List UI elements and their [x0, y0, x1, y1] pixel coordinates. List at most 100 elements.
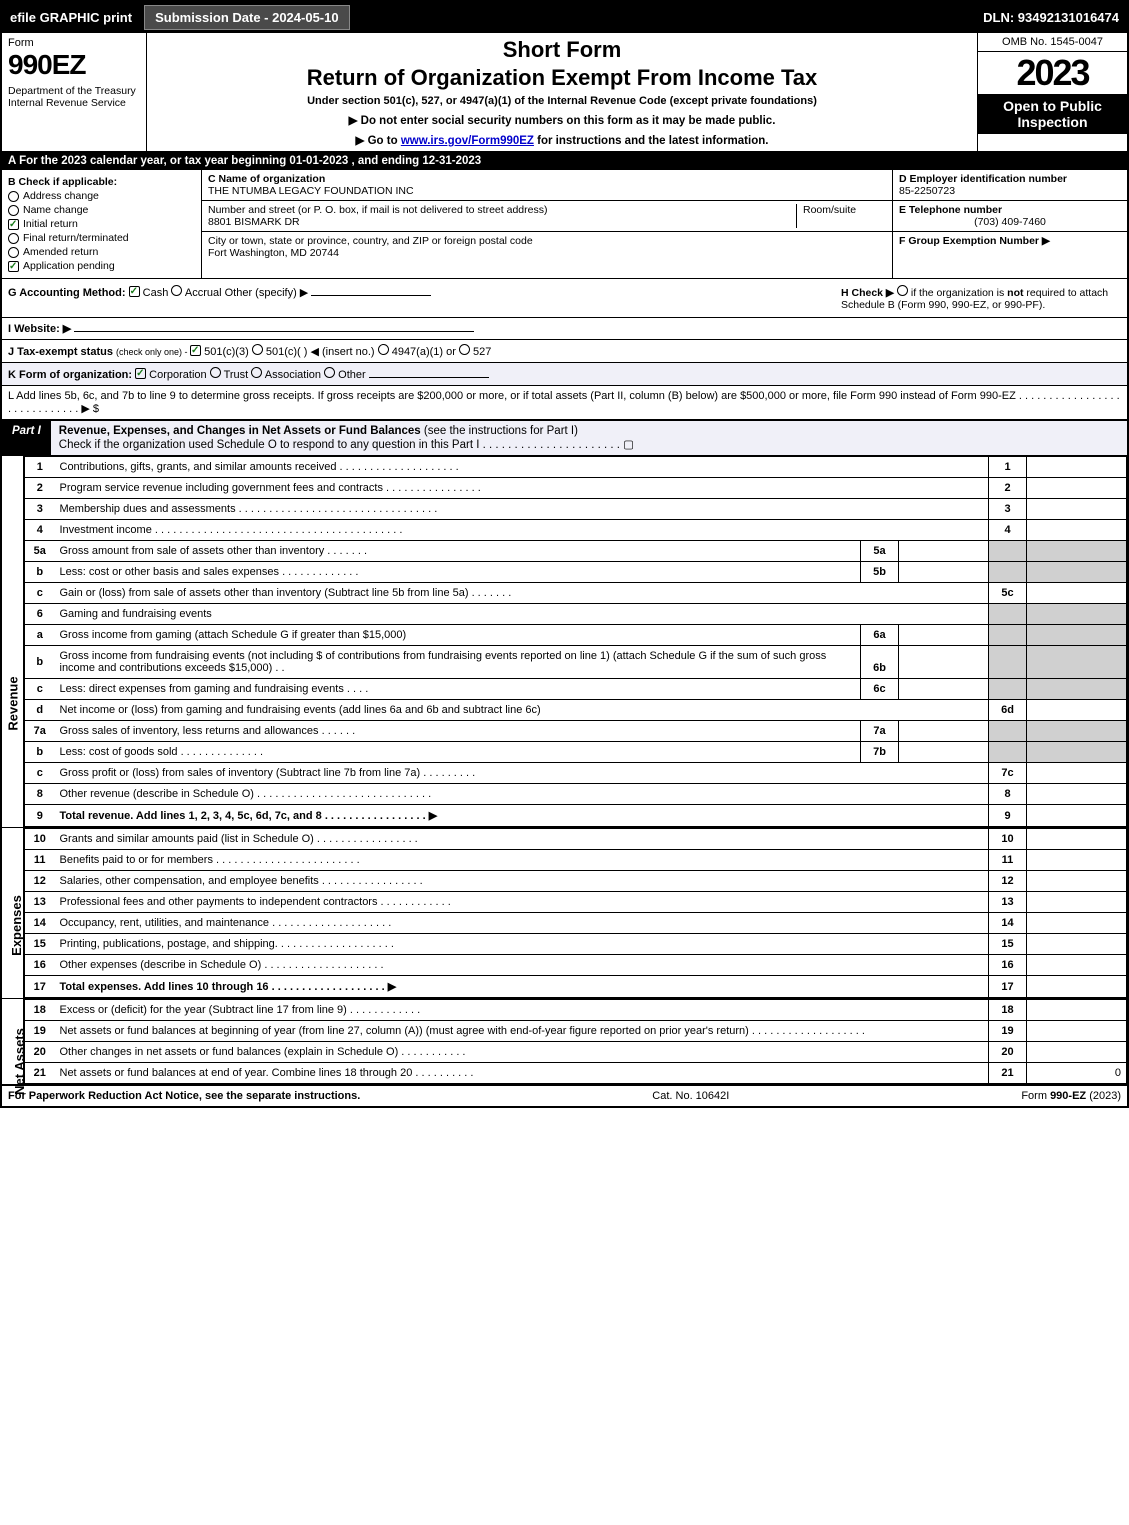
expenses-side-label: Expenses: [2, 828, 24, 998]
ein-value: 85-2250723: [899, 185, 955, 197]
dln-text: DLN: 93492131016474: [983, 10, 1119, 25]
city-label: City or town, state or province, country…: [208, 235, 533, 247]
h-label: H Check ▶: [841, 287, 894, 299]
trust-checkbox[interactable]: [210, 367, 221, 378]
name-change-checkbox[interactable]: [8, 205, 19, 216]
table-row: 20Other changes in net assets or fund ba…: [25, 1042, 1127, 1063]
address-change-label: Address change: [23, 190, 99, 202]
table-row: 1Contributions, gifts, grants, and simil…: [25, 457, 1127, 478]
revenue-section: Revenue 1Contributions, gifts, grants, a…: [2, 456, 1127, 828]
amended-return-label: Amended return: [23, 246, 98, 258]
501c-checkbox[interactable]: [252, 344, 263, 355]
other-method-field[interactable]: [311, 295, 431, 296]
initial-return-label: Initial return: [23, 218, 78, 230]
section-l: L Add lines 5b, 6c, and 7b to line 9 to …: [2, 386, 1127, 421]
ein-label: D Employer identification number: [899, 173, 1067, 185]
table-row: cLess: direct expenses from gaming and f…: [25, 679, 1127, 700]
section-b: B Check if applicable: Address change Na…: [2, 170, 202, 278]
table-row: 4Investment income . . . . . . . . . . .…: [25, 520, 1127, 541]
table-row: 9Total revenue. Add lines 1, 2, 3, 4, 5c…: [25, 805, 1127, 827]
revenue-side-label: Revenue: [2, 456, 24, 827]
table-row: bLess: cost of goods sold . . . . . . . …: [25, 742, 1127, 763]
net-assets-table: 18Excess or (deficit) for the year (Subt…: [24, 999, 1127, 1084]
website-field[interactable]: [74, 331, 474, 332]
footer-right: Form 990-EZ (2023): [1021, 1090, 1121, 1102]
short-form-title: Short Form: [153, 37, 971, 63]
h-checkbox[interactable]: [897, 285, 908, 296]
form-number: 990EZ: [8, 49, 140, 81]
final-return-checkbox[interactable]: [8, 233, 19, 244]
header-left: Form 990EZ Department of the Treasury In…: [2, 33, 147, 151]
phone-value: (703) 409-7460: [899, 216, 1121, 228]
goto-suffix: for instructions and the latest informat…: [534, 135, 769, 147]
irs-link[interactable]: www.irs.gov/Form990EZ: [401, 135, 534, 147]
header-center: Short Form Return of Organization Exempt…: [147, 33, 977, 151]
j-small: (check only one) -: [116, 347, 190, 357]
expenses-table: 10Grants and similar amounts paid (list …: [24, 828, 1127, 998]
header-right: OMB No. 1545-0047 2023 Open to Public In…: [977, 33, 1127, 151]
revenue-table: 1Contributions, gifts, grants, and simil…: [24, 456, 1127, 827]
table-row: bLess: cost or other basis and sales exp…: [25, 562, 1127, 583]
501c3-checkbox[interactable]: [190, 345, 201, 356]
other-org-label: Other: [338, 369, 366, 381]
section-b-c-d: B Check if applicable: Address change Na…: [2, 170, 1127, 279]
b-label: B Check if applicable:: [8, 176, 117, 188]
street-value: 8801 BISMARK DR: [208, 216, 300, 228]
no-ssn-note: ▶ Do not enter social security numbers o…: [153, 113, 971, 127]
k-label: K Form of organization:: [8, 369, 132, 381]
accrual-label: Accrual: [185, 287, 222, 299]
trust-label: Trust: [224, 369, 249, 381]
table-row: bGross income from fundraising events (n…: [25, 646, 1127, 679]
open-to-public: Open to Public Inspection: [978, 94, 1127, 134]
corp-checkbox[interactable]: [135, 368, 146, 379]
4947-checkbox[interactable]: [378, 344, 389, 355]
revenue-label-text: Revenue: [6, 676, 21, 730]
527-checkbox[interactable]: [459, 344, 470, 355]
address-change-checkbox[interactable]: [8, 191, 19, 202]
cash-checkbox[interactable]: [129, 286, 140, 297]
table-row: 7aGross sales of inventory, less returns…: [25, 721, 1127, 742]
form-header: Form 990EZ Department of the Treasury In…: [2, 33, 1127, 152]
amended-return-checkbox[interactable]: [8, 247, 19, 258]
table-row: 11Benefits paid to or for members . . . …: [25, 850, 1127, 871]
org-name-value: THE NTUMBA LEGACY FOUNDATION INC: [208, 185, 414, 197]
page-footer: For Paperwork Reduction Act Notice, see …: [2, 1086, 1127, 1106]
footer-center: Cat. No. 10642I: [652, 1090, 729, 1102]
expenses-section: Expenses 10Grants and similar amounts pa…: [2, 828, 1127, 999]
initial-return-checkbox[interactable]: [8, 219, 19, 230]
table-row: 10Grants and similar amounts paid (list …: [25, 829, 1127, 850]
g-label: G Accounting Method:: [8, 287, 126, 299]
form-990ez-page: efile GRAPHIC print Submission Date - 20…: [0, 0, 1129, 1108]
org-name-label: C Name of organization: [208, 173, 325, 185]
part-i-title-text: Revenue, Expenses, and Changes in Net As…: [59, 425, 424, 437]
submission-date-button[interactable]: Submission Date - 2024-05-10: [144, 5, 350, 30]
street-label: Number and street (or P. O. box, if mail…: [208, 204, 547, 216]
other-org-field[interactable]: [369, 377, 489, 378]
assoc-checkbox[interactable]: [251, 367, 262, 378]
omb-number: OMB No. 1545-0047: [978, 33, 1127, 52]
section-d-e-f: D Employer identification number 85-2250…: [892, 170, 1127, 278]
table-row: 12Salaries, other compensation, and empl…: [25, 871, 1127, 892]
net-assets-section: Net Assets 18Excess or (deficit) for the…: [2, 999, 1127, 1086]
other-org-checkbox[interactable]: [324, 367, 335, 378]
return-title: Return of Organization Exempt From Incom…: [153, 65, 971, 91]
table-row: dNet income or (loss) from gaming and fu…: [25, 700, 1127, 721]
application-pending-checkbox[interactable]: [8, 261, 19, 272]
room-suite-label: Room/suite: [803, 204, 856, 216]
501c-label: 501(c)( ) ◀ (insert no.): [266, 346, 375, 358]
section-g: G Accounting Method: Cash Accrual Other …: [8, 285, 841, 311]
j-label: J Tax-exempt status: [8, 346, 116, 358]
efile-link[interactable]: efile GRAPHIC print: [10, 10, 132, 25]
city-value: Fort Washington, MD 20744: [208, 247, 339, 259]
instructions-link-row: ▶ Go to www.irs.gov/Form990EZ for instru…: [153, 133, 971, 147]
i-label: I Website: ▶: [8, 323, 71, 335]
expenses-label-text: Expenses: [9, 895, 24, 956]
table-row: cGain or (loss) from sale of assets othe…: [25, 583, 1127, 604]
4947-label: 4947(a)(1) or: [392, 346, 456, 358]
topbar: efile GRAPHIC print Submission Date - 20…: [2, 2, 1127, 33]
footer-left: For Paperwork Reduction Act Notice, see …: [8, 1090, 360, 1102]
table-row: 14Occupancy, rent, utilities, and mainte…: [25, 913, 1127, 934]
part-i-header: Part I Revenue, Expenses, and Changes in…: [2, 421, 1127, 456]
department: Department of the Treasury Internal Reve…: [8, 85, 140, 109]
accrual-checkbox[interactable]: [171, 285, 182, 296]
